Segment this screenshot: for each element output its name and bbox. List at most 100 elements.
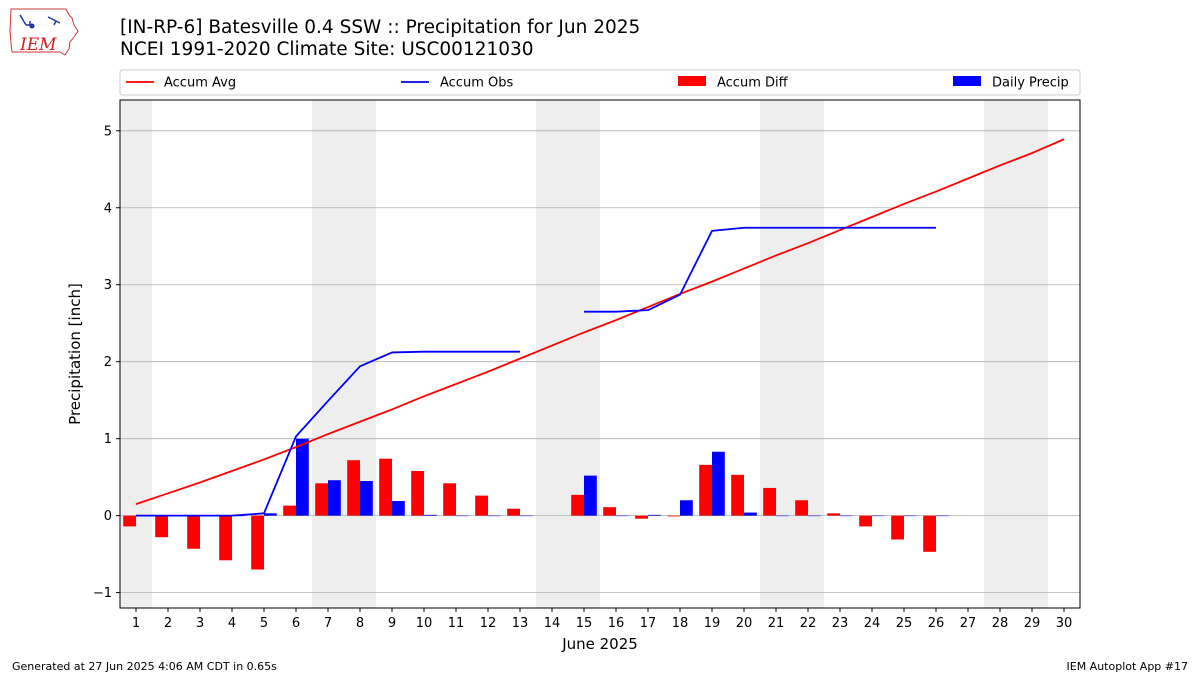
bar-accum-diff-22 <box>795 500 808 516</box>
x-tick-label: 11 <box>448 616 465 631</box>
legend-frame <box>119 69 1081 96</box>
legend-swatch-accum-diff <box>678 76 706 86</box>
bar-daily-precip-9 <box>392 501 405 516</box>
y-axis-ticks: −1 0 1 2 3 4 5 <box>93 124 120 601</box>
chart-subtitle: NCEI 1991-2020 Climate Site: USC00121030 <box>120 39 534 60</box>
bar-accum-diff-23 <box>827 513 840 516</box>
y-tick-label: 3 <box>104 278 112 293</box>
bar-accum-diff-20 <box>731 474 744 516</box>
bar-accum-diff-18 <box>667 515 680 517</box>
weekend-band-28 <box>984 100 1016 608</box>
x-tick-label: 26 <box>928 616 945 631</box>
x-tick-label: 19 <box>704 616 721 631</box>
footer-generated-text: Generated at 27 Jun 2025 4:06 AM CDT in … <box>12 660 277 673</box>
bar-daily-precip-24 <box>872 515 885 517</box>
bar-accum-diff-12 <box>475 495 488 516</box>
bar-accum-diff-11 <box>443 483 456 516</box>
y-tick-label: −1 <box>93 586 112 601</box>
bar-daily-precip-15 <box>584 475 597 516</box>
bar-daily-precip-11 <box>456 515 469 517</box>
bar-accum-diff-13 <box>507 508 520 516</box>
x-axis-label: June 2025 <box>561 635 638 653</box>
bar-accum-diff-4 <box>219 515 232 561</box>
bar-accum-diff-21 <box>763 487 776 516</box>
y-tick-label: 5 <box>104 124 112 139</box>
x-tick-label: 21 <box>768 616 785 631</box>
legend-swatch-daily-precip <box>953 76 981 86</box>
weekend-band-14 <box>536 100 568 608</box>
y-axis-label: Precipitation [inch] <box>66 283 84 425</box>
chart-title: [IN-RP-6] Batesville 0.4 SSW :: Precipit… <box>120 17 641 38</box>
y-tick-label: 4 <box>104 201 112 216</box>
y-tick-label: 0 <box>104 509 112 524</box>
bar-daily-precip-25 <box>904 515 917 517</box>
bar-accum-diff-2 <box>155 515 168 538</box>
weekend-band-15 <box>568 100 600 608</box>
bar-daily-precip-10 <box>424 514 437 516</box>
grid-lines <box>120 130 1080 594</box>
bar-daily-precip-6 <box>296 438 309 516</box>
footer-app-text: IEM Autoplot App #17 <box>1066 660 1189 673</box>
bar-accum-diff-10 <box>411 470 424 516</box>
x-tick-label: 22 <box>800 616 817 631</box>
legend-label-daily-precip: Daily Precip <box>992 76 1069 91</box>
x-tick-label: 23 <box>832 616 849 631</box>
bar-accum-diff-9 <box>379 458 392 516</box>
line-accum-obs-segment-0 <box>136 350 520 517</box>
bar-accum-diff-6 <box>283 505 296 516</box>
x-tick-label: 24 <box>864 616 881 631</box>
bar-daily-precip-7 <box>328 480 341 516</box>
x-tick-label: 3 <box>196 616 204 631</box>
legend-label-accum-avg: Accum Avg <box>164 76 236 91</box>
iowa-outline-icon <box>9 8 79 56</box>
x-tick-label: 20 <box>736 616 753 631</box>
station-dot-icon <box>29 23 35 29</box>
iem-logo: IEM <box>9 8 79 56</box>
x-tick-label: 1 <box>132 616 140 631</box>
bar-accum-diff-7 <box>315 483 328 516</box>
bar-accum-diff-19 <box>699 464 712 516</box>
weekend-bands <box>120 100 1048 608</box>
bar-daily-precip-5 <box>264 513 277 516</box>
x-tick-label: 9 <box>388 616 396 631</box>
x-tick-label: 25 <box>896 616 913 631</box>
bar-accum-diff-3 <box>187 515 200 549</box>
logo-text: IEM <box>19 35 57 55</box>
bar-accum-diff-5 <box>251 515 264 570</box>
bar-accum-diff-24 <box>859 515 872 527</box>
x-tick-label: 29 <box>1024 616 1041 631</box>
x-tick-label: 8 <box>356 616 364 631</box>
x-tick-label: 13 <box>512 616 529 631</box>
x-tick-label: 12 <box>480 616 497 631</box>
weekend-band-29 <box>1016 100 1048 608</box>
x-tick-label: 10 <box>416 616 433 631</box>
bar-accum-diff-25 <box>891 515 904 540</box>
legend-label-accum-diff: Accum Diff <box>717 76 789 91</box>
x-tick-label: 15 <box>576 616 593 631</box>
bar-daily-precip-21 <box>776 515 789 517</box>
bar-daily-precip-18 <box>680 500 693 516</box>
bar-daily-precip-23 <box>840 515 853 517</box>
weekend-band-21 <box>760 100 792 608</box>
x-tick-label: 18 <box>672 616 689 631</box>
x-tick-label: 28 <box>992 616 1009 631</box>
y-tick-label: 2 <box>104 355 112 370</box>
bar-accum-diff-1 <box>123 515 136 527</box>
x-tick-label: 30 <box>1056 616 1073 631</box>
bar-accum-diff-8 <box>347 460 360 516</box>
line-series <box>135 138 1065 517</box>
x-axis-ticks: 1 2 3 4 5 6 7 8 9 10 11 12 13 14 15 16 17 18 19 20 21 22 23 24 2… <box>132 608 1072 631</box>
bar-daily-precip-17 <box>648 514 661 516</box>
bar-daily-precip-12 <box>488 515 501 517</box>
weekend-band-8 <box>344 100 376 608</box>
x-tick-label: 14 <box>544 616 561 631</box>
legend: Accum Avg Accum Obs Accum Diff Daily Pre… <box>119 69 1081 96</box>
x-tick-label: 2 <box>164 616 172 631</box>
line-accum-obs-segment-1 <box>584 226 936 313</box>
x-tick-label: 5 <box>260 616 268 631</box>
legend-label-accum-obs: Accum Obs <box>440 76 513 91</box>
x-tick-label: 4 <box>228 616 236 631</box>
bar-daily-precip-22 <box>808 515 821 517</box>
weekend-band-7 <box>312 100 344 608</box>
